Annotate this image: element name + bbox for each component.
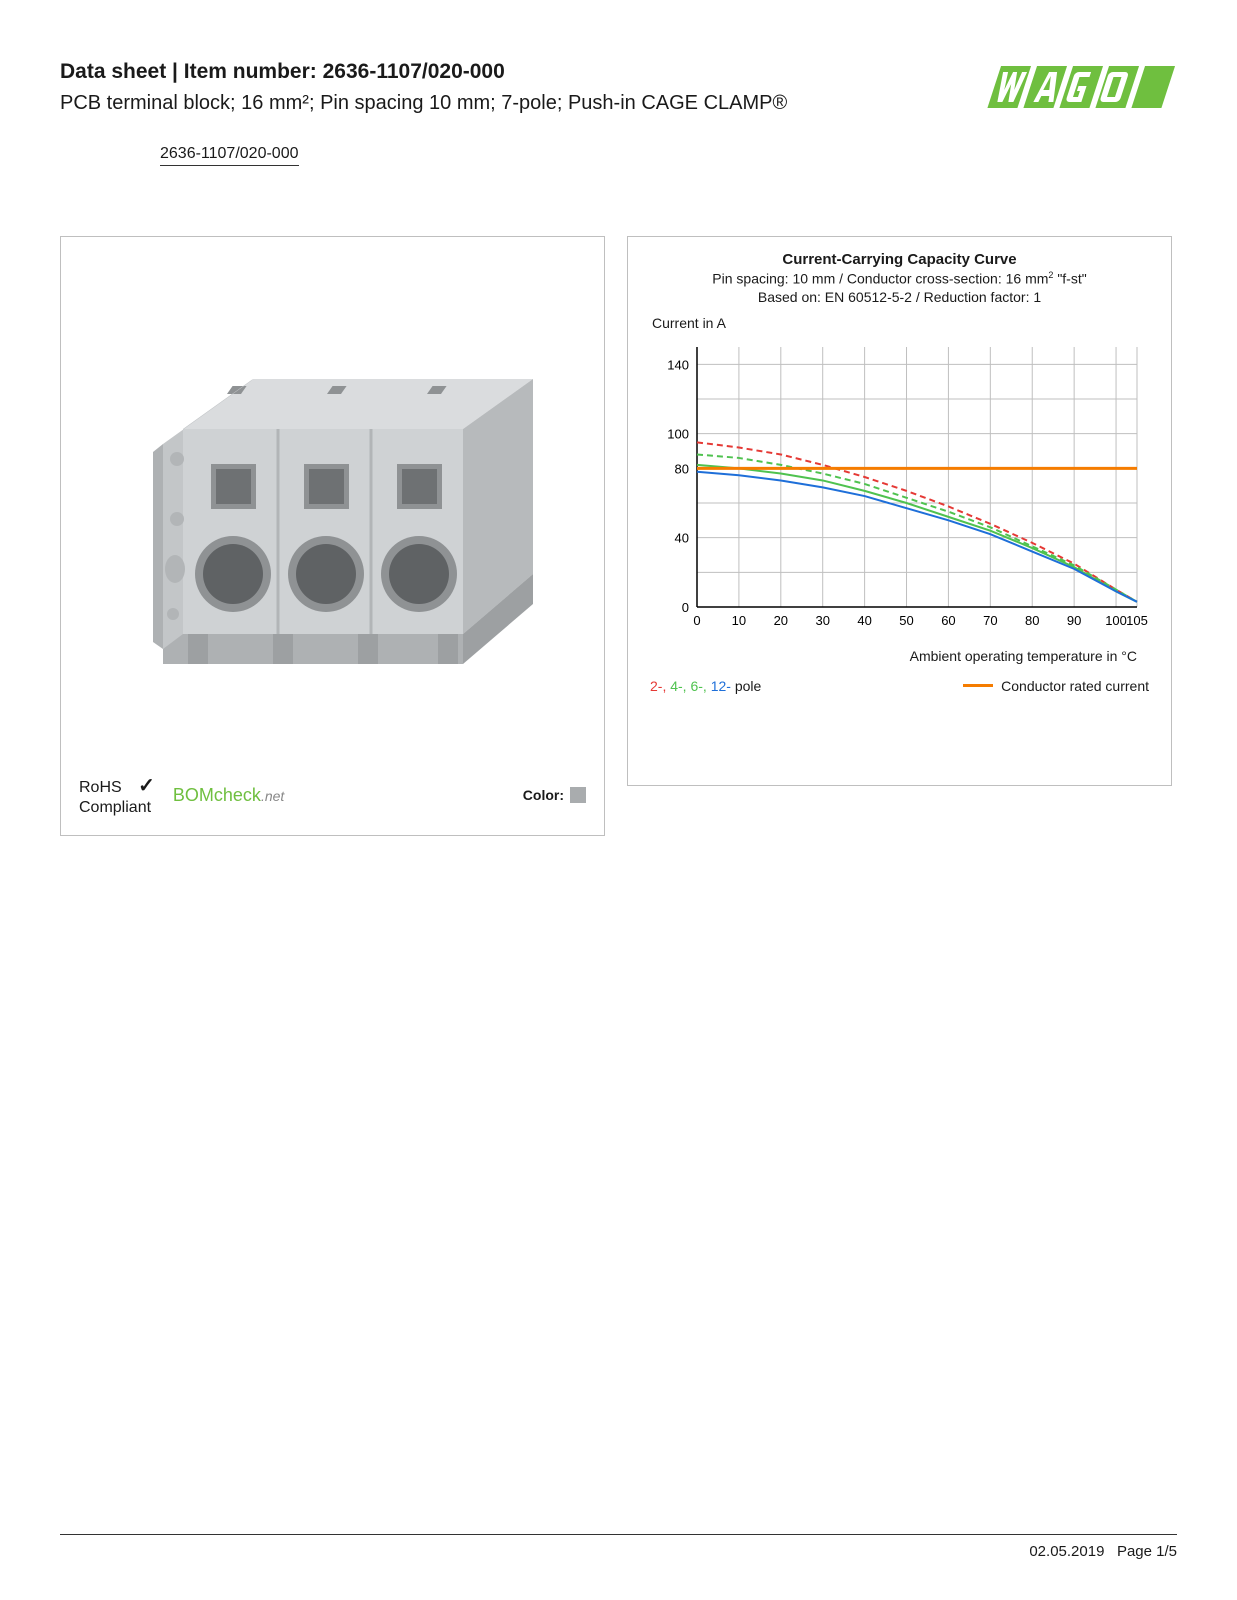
header-text: Data sheet | Item number: 2636-1107/020-… xyxy=(60,60,977,117)
legend-12pole: 12- xyxy=(707,678,731,694)
svg-text:50: 50 xyxy=(899,613,913,628)
svg-text:80: 80 xyxy=(1025,613,1039,628)
legend-conductor: Conductor rated current xyxy=(963,678,1149,694)
footer-page: Page 1/5 xyxy=(1117,1543,1177,1560)
chart-plot: 010203040506070809010010504080100140 xyxy=(642,337,1157,642)
item-number-link[interactable]: 2636-1107/020-000 xyxy=(160,145,299,166)
product-image xyxy=(79,255,586,764)
svg-text:0: 0 xyxy=(693,613,700,628)
rohs-text: RoHS xyxy=(79,779,122,796)
x-axis-label: Ambient operating temperature in °C xyxy=(642,648,1137,664)
legend-2pole: 2-, xyxy=(650,678,666,694)
wago-logo xyxy=(977,60,1177,119)
datasheet-page: Data sheet | Item number: 2636-1107/020-… xyxy=(0,0,1237,1600)
chart-subtitle-1: Pin spacing: 10 mm / Conductor cross-sec… xyxy=(642,270,1157,287)
svg-text:0: 0 xyxy=(682,600,689,615)
svg-text:40: 40 xyxy=(675,530,689,545)
compliance-row: RoHS ✓ Compliant BOMcheck.net Color: xyxy=(79,774,586,817)
chart-subtitle-2: Based on: EN 60512-5-2 / Reduction facto… xyxy=(642,289,1157,305)
bomcheck-logo: BOMcheck.net xyxy=(173,785,284,806)
rohs-compliant-text: Compliant xyxy=(79,799,151,816)
footer-rule xyxy=(60,1534,1177,1535)
bomcheck-suffix: .net xyxy=(261,788,284,804)
color-swatch xyxy=(570,787,586,803)
legend-4pole: 4-, xyxy=(666,678,686,694)
legend-pole-suffix: pole xyxy=(731,678,761,694)
y-axis-label: Current in A xyxy=(652,315,1157,331)
svg-text:80: 80 xyxy=(675,461,689,476)
chart-legend: 2-, 4-, 6-, 12- pole Conductor rated cur… xyxy=(642,678,1157,694)
panels-row: RoHS ✓ Compliant BOMcheck.net Color: Cur… xyxy=(60,236,1177,836)
svg-text:10: 10 xyxy=(732,613,746,628)
legend-poles: 2-, 4-, 6-, 12- pole xyxy=(650,678,761,694)
svg-text:20: 20 xyxy=(774,613,788,628)
svg-text:90: 90 xyxy=(1067,613,1081,628)
svg-text:70: 70 xyxy=(983,613,997,628)
legend-conductor-line-icon xyxy=(963,684,993,687)
chart-panel: Current-Carrying Capacity Curve Pin spac… xyxy=(627,236,1172,786)
svg-text:40: 40 xyxy=(857,613,871,628)
color-label-text: Color: xyxy=(523,787,564,803)
product-panel: RoHS ✓ Compliant BOMcheck.net Color: xyxy=(60,236,605,836)
chart-title: Current-Carrying Capacity Curve xyxy=(642,251,1157,268)
header: Data sheet | Item number: 2636-1107/020-… xyxy=(60,60,1177,119)
svg-text:100: 100 xyxy=(667,426,689,441)
svg-text:60: 60 xyxy=(941,613,955,628)
bomcheck-main: BOMcheck xyxy=(173,785,261,805)
footer-text: 02.05.2019 Page 1/5 xyxy=(60,1543,1177,1560)
svg-text:140: 140 xyxy=(667,357,689,372)
page-title: Data sheet | Item number: 2636-1107/020-… xyxy=(60,60,937,84)
footer-date: 02.05.2019 xyxy=(1029,1543,1104,1560)
legend-conductor-label: Conductor rated current xyxy=(1001,678,1149,694)
legend-6pole: 6-, xyxy=(687,678,707,694)
check-icon: ✓ xyxy=(138,775,155,797)
svg-text:30: 30 xyxy=(815,613,829,628)
rohs-compliant-badge: RoHS ✓ Compliant xyxy=(79,774,155,817)
page-subtitle: PCB terminal block; 16 mm²; Pin spacing … xyxy=(60,90,937,117)
page-footer: 02.05.2019 Page 1/5 xyxy=(60,1534,1177,1560)
color-indicator: Color: xyxy=(523,787,586,803)
svg-text:100: 100 xyxy=(1105,613,1127,628)
svg-text:105: 105 xyxy=(1126,613,1148,628)
